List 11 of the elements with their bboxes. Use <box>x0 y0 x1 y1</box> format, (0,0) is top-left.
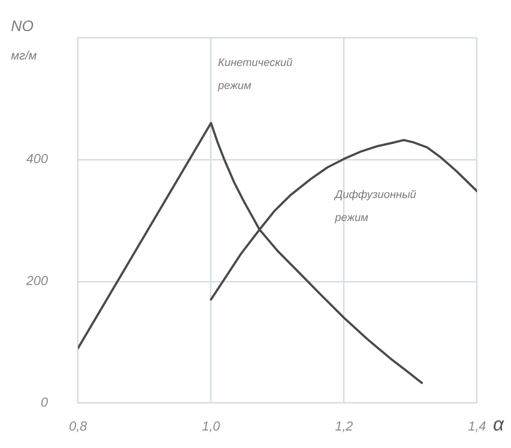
annotation: Диффузионный режим <box>333 188 416 224</box>
x-tick-label: 0,8 <box>68 418 88 434</box>
y-tick-label: 400 <box>26 151 49 166</box>
y-tick-label: 0 <box>40 394 49 410</box>
annotation: Кинетический режим <box>217 56 293 92</box>
y-tick-label: 200 <box>25 272 49 288</box>
x-tick-label: 1,0 <box>202 418 221 434</box>
x-tick-label: 1,4 <box>468 418 486 434</box>
x-axis-title: α <box>493 414 505 436</box>
x-tick-label: 1,2 <box>334 418 354 434</box>
y-axis-title: NO мг/м <box>11 18 37 62</box>
